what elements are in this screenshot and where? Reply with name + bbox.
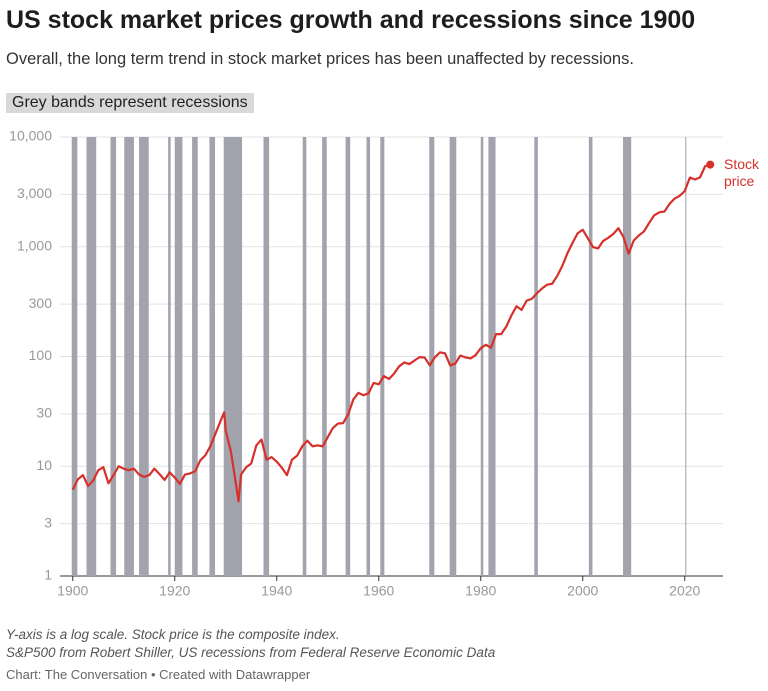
recession-band (263, 137, 270, 576)
y-tick-label: 3,000 (17, 185, 52, 201)
recession-band (223, 137, 243, 576)
end-dot (706, 160, 715, 169)
recession-band (71, 137, 78, 576)
recession-band (480, 137, 484, 576)
y-tick-label: 300 (29, 295, 53, 311)
note: Y-axis is a log scale. Stock price is th… (6, 627, 340, 642)
series-label: Stock price (724, 156, 760, 189)
recession-band (366, 137, 371, 576)
recession-band (322, 137, 327, 576)
y-tick-label: 1,000 (17, 237, 52, 253)
note: S&P500 from Robert Shiller, US recession… (6, 645, 496, 660)
x-tick-label: 1980 (465, 583, 496, 599)
recession-band (139, 137, 149, 576)
x-tick-label: 1940 (261, 583, 292, 599)
recession-band (174, 137, 183, 576)
x-tick-label: 2000 (567, 583, 598, 599)
chart-subtitle: Overall, the long term trend in stock ma… (6, 50, 634, 68)
recession-legend: Grey bands represent recessions (6, 93, 254, 113)
x-tick-label: 2020 (669, 583, 700, 599)
recession-band (168, 137, 171, 576)
x-tick-label: 1920 (159, 583, 190, 599)
recession-band (685, 137, 687, 576)
recession-band (588, 137, 593, 576)
recession-band (209, 137, 216, 576)
y-tick-label: 1 (44, 567, 52, 583)
chart: 1 3 10 30 100 300 1,000 3,000 10,000 1900 1920 1940… (9, 128, 723, 599)
y-tick-label: 10 (36, 457, 52, 473)
recession-band (86, 137, 97, 576)
recession-band (429, 137, 435, 576)
recession-band (449, 137, 457, 576)
recession-band (110, 137, 117, 576)
x-tick-label: 1900 (57, 583, 88, 599)
recession-band (534, 137, 538, 576)
recession-band (345, 137, 351, 576)
y-tick-label: 10,000 (9, 128, 52, 144)
recession-band (302, 137, 307, 576)
recession-band (124, 137, 134, 576)
y-tick-label: 100 (29, 347, 53, 363)
x-tick-label: 1960 (363, 583, 394, 599)
recession-band (192, 137, 198, 576)
y-tick-label: 3 (44, 514, 52, 530)
line (71, 163, 711, 503)
recession-band (623, 137, 632, 576)
y-tick-label: 30 (36, 405, 52, 421)
credit: Chart: The Conversation • Created with D… (6, 667, 311, 682)
chart-title: US stock market prices growth and recess… (6, 6, 696, 34)
recession-band (488, 137, 496, 576)
recession-band (380, 137, 385, 576)
